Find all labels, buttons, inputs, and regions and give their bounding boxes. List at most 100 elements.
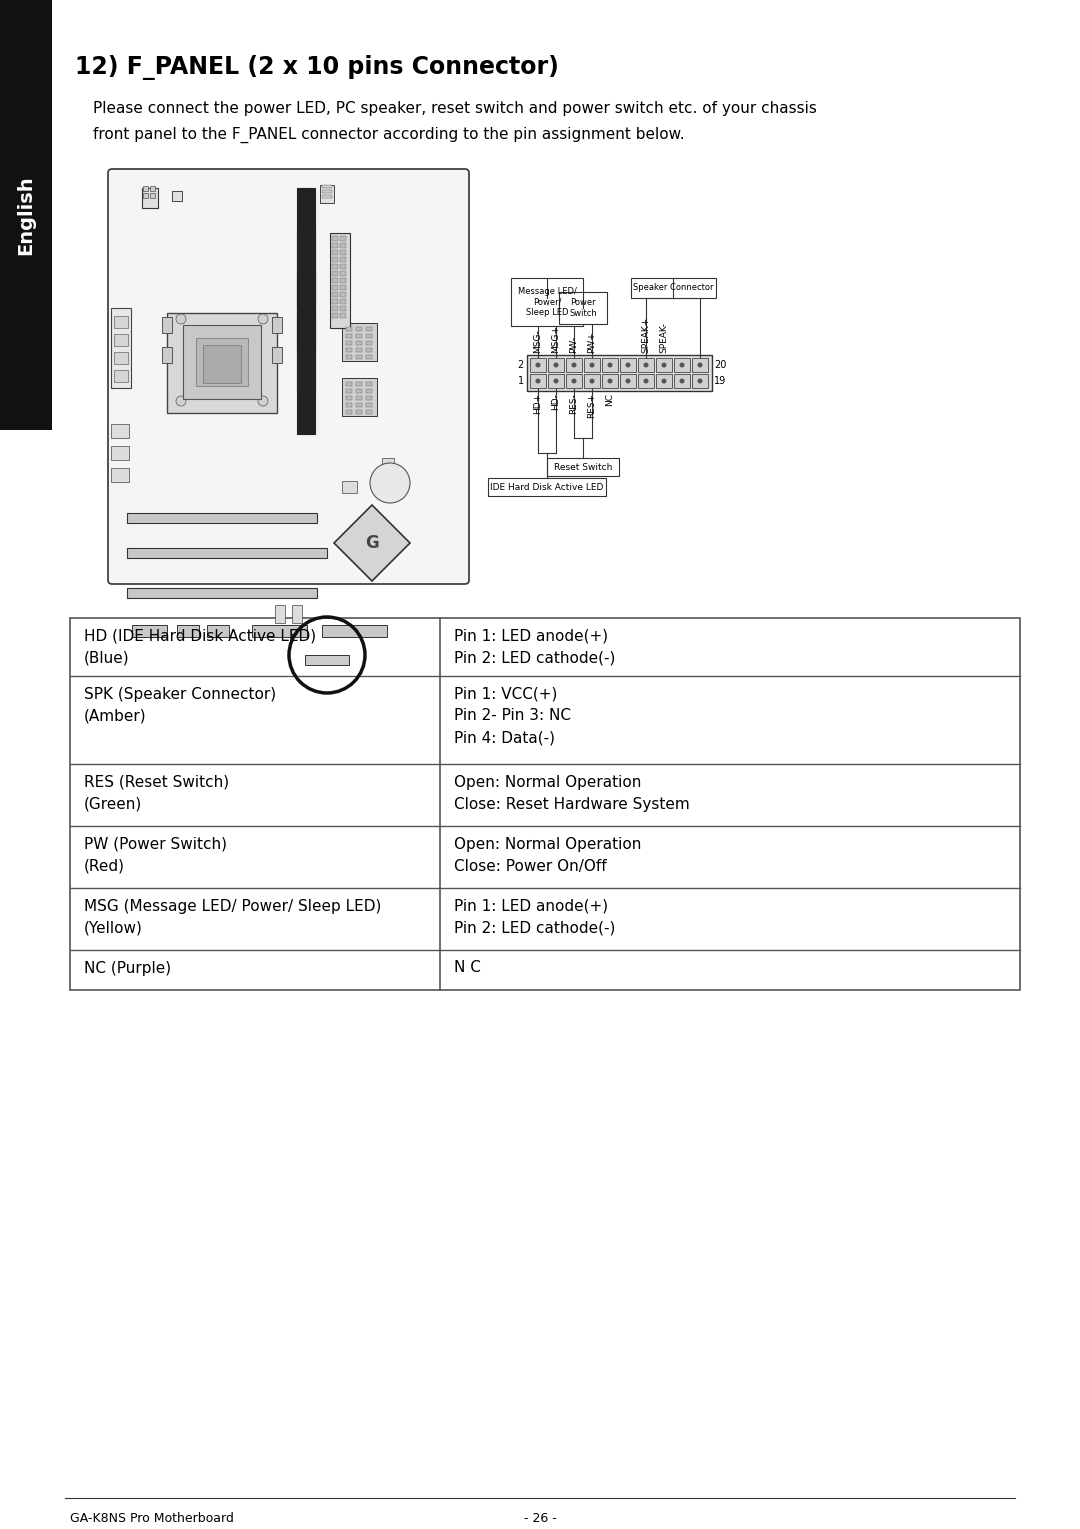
Bar [111,468,129,482]
Bar [656,358,672,372]
Bar [366,382,372,385]
Text: 1: 1 [518,376,524,385]
Bar [584,375,600,388]
Text: Open: Normal Operation: Open: Normal Operation [454,775,642,789]
Bar [111,424,129,437]
Bar [366,333,372,338]
Circle shape [176,396,186,407]
Text: Pin 2: LED cathode(-): Pin 2: LED cathode(-) [454,920,616,936]
Text: English: English [16,176,36,255]
Bar [674,358,690,372]
Polygon shape [334,505,410,581]
Circle shape [607,362,612,367]
Bar [332,243,338,248]
Bar [530,375,546,388]
Bar [366,349,372,352]
Text: Pin 4: Data(-): Pin 4: Data(-) [454,731,555,746]
Text: PW+: PW+ [588,332,596,353]
Circle shape [571,379,577,384]
Text: HD+: HD+ [534,393,542,414]
Circle shape [644,379,648,384]
Text: HD-: HD- [552,393,561,410]
Bar [322,190,332,193]
Bar [530,358,546,372]
Bar [141,188,158,208]
Bar [366,388,372,393]
Bar [297,229,315,350]
Bar [332,313,338,318]
Bar [305,654,349,665]
Bar [330,232,350,329]
Bar [366,341,372,346]
Bar [150,187,156,191]
Bar [0,0,52,430]
Bar [272,347,282,362]
Bar [340,300,346,304]
Bar [356,355,362,359]
Bar [150,193,156,197]
Bar [631,278,715,298]
Bar [546,459,619,476]
Bar [340,292,346,297]
Bar [332,300,338,304]
Bar [207,625,229,638]
Bar [292,605,302,622]
Circle shape [661,362,666,367]
Circle shape [607,379,612,384]
Text: (Blue): (Blue) [84,650,130,665]
Bar [195,338,248,385]
Text: (Red): (Red) [84,858,125,873]
Bar [177,625,199,638]
Bar [382,459,394,468]
Bar [356,341,362,346]
Circle shape [571,362,577,367]
Bar [692,375,708,388]
Bar [114,317,129,329]
Circle shape [590,379,594,384]
FancyBboxPatch shape [108,170,469,584]
Bar [297,188,315,307]
Text: (Amber): (Amber) [84,708,147,723]
Text: (Yellow): (Yellow) [84,920,143,936]
Bar [656,375,672,388]
Bar [342,323,377,361]
Text: Close: Reset Hardware System: Close: Reset Hardware System [454,797,690,812]
Bar [366,396,372,401]
Circle shape [536,362,540,367]
Text: SPEAK+: SPEAK+ [642,317,650,353]
Text: G: G [365,534,379,552]
Circle shape [590,362,594,367]
Text: (Green): (Green) [84,797,143,812]
Bar [566,375,582,388]
Text: - 26 -: - 26 - [524,1512,556,1524]
Bar [340,278,346,283]
Circle shape [370,463,410,503]
Bar [584,358,600,372]
Bar [356,327,362,330]
Text: IDE Hard Disk Active LED: IDE Hard Disk Active LED [490,483,604,491]
Bar [340,306,346,310]
Bar [272,317,282,333]
Bar [322,196,332,197]
Bar [366,410,372,414]
Bar [340,251,346,255]
Bar [332,292,338,297]
Bar [340,265,346,269]
Text: NC: NC [606,393,615,407]
Bar [342,378,377,416]
Bar [638,358,654,372]
Circle shape [644,362,648,367]
Bar [527,355,712,391]
Bar [132,625,167,638]
Bar [127,547,327,558]
Circle shape [625,362,631,367]
Bar [340,284,346,291]
Bar [346,327,352,330]
Bar [297,272,315,391]
Bar [340,313,346,318]
Text: HD (IDE Hard Disk Active LED): HD (IDE Hard Disk Active LED) [84,628,316,644]
Bar [252,625,307,638]
Bar [346,388,352,393]
Bar [162,317,172,333]
Bar [332,235,338,242]
